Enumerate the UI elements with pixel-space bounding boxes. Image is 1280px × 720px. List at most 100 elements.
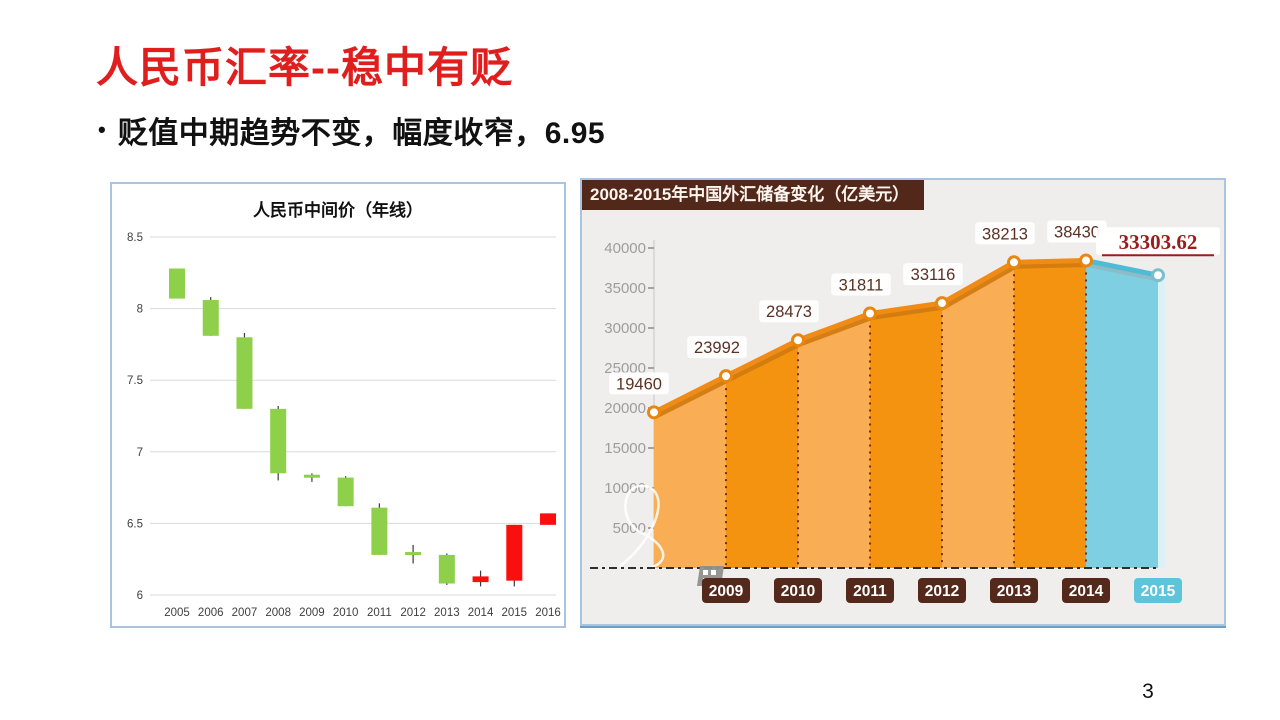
svg-text:2009: 2009	[709, 583, 744, 600]
svg-text:33303.62: 33303.62	[1119, 230, 1198, 254]
value-label-2009: 23992	[687, 336, 747, 359]
x-tick-label: 2014	[468, 607, 494, 619]
area-band-2010-2011	[798, 313, 870, 568]
x-tick-label: 2013	[434, 607, 460, 619]
data-point-2011	[863, 306, 877, 321]
candle-2008: 2008	[265, 405, 291, 619]
trend-line	[1083, 258, 1161, 278]
svg-text:2012: 2012	[925, 583, 959, 600]
data-point-2010	[791, 333, 805, 348]
svg-text:2013: 2013	[997, 583, 1032, 600]
x-label-2013: 2013	[990, 578, 1038, 603]
data-point-2009	[719, 369, 733, 384]
svg-text:33116: 33116	[911, 266, 956, 284]
value-label-2010: 28473	[759, 300, 819, 323]
bullet-text: 贬值中期趋势不变，幅度收窄，6.95	[117, 117, 606, 150]
x-tick-label: 2006	[198, 607, 224, 619]
x-label-2011: 2011	[846, 578, 894, 603]
area-band-2012-2013	[942, 262, 1014, 568]
data-point-2015	[1151, 268, 1165, 283]
x-tick-label: 2008	[265, 607, 291, 619]
y-tick-label: 7	[137, 447, 143, 459]
y-tick-label: 30000	[604, 320, 646, 337]
area-band-2008-2009	[654, 376, 726, 568]
x-tick-label: 2012	[400, 607, 426, 619]
svg-text:19460: 19460	[616, 375, 662, 393]
candle-body	[303, 474, 320, 478]
svg-text:2015: 2015	[1141, 583, 1176, 600]
data-point-2013	[1007, 255, 1021, 270]
svg-text:2011: 2011	[853, 583, 887, 600]
value-label-2012: 33116	[903, 263, 963, 286]
area-chart-panel: 2008-2015年中国外汇储备变化（亿美元） 40000 35000 30000 2…	[580, 178, 1226, 626]
candle-2009: 2009	[299, 473, 325, 619]
y-tick-label: 8.5	[127, 232, 143, 244]
y-tick-label: 6.5	[127, 518, 143, 530]
x-tick-label: 2016	[535, 607, 561, 619]
svg-text:2014: 2014	[1069, 583, 1104, 600]
candle-body	[169, 268, 185, 299]
candle-2006: 2006	[198, 297, 224, 619]
page-title: 人民币汇率--稳中有贬	[96, 44, 513, 91]
candle-body	[202, 300, 219, 336]
value-label-2013: 38213	[975, 222, 1035, 245]
y-tick-label: 40000	[604, 240, 646, 257]
value-label-2014: 38430	[1047, 220, 1107, 243]
candle-body	[337, 477, 354, 507]
candle-body	[236, 337, 253, 409]
candlestick-chart-panel: 人民币中间价（年线） 8.5 8 7.5 7 6.5 6 2005 2006 2007 2008 2…	[110, 182, 566, 628]
candle-2010: 2010	[333, 476, 359, 619]
bullet-item: • 贬值中期趋势不变，幅度收窄，6.95	[98, 108, 605, 152]
area-band-2009-2010	[726, 340, 798, 568]
y-tick-label: 20000	[604, 400, 646, 417]
x-tick-label: 2010	[333, 607, 359, 619]
x-label-2014: 2014	[1062, 578, 1110, 603]
area-chart: 4000035000300002500020000150001000050001…	[590, 220, 1220, 603]
candle-body	[371, 507, 388, 555]
candle-body	[540, 513, 557, 525]
svg-text:31811: 31811	[839, 277, 884, 295]
svg-text:28473: 28473	[766, 303, 812, 321]
candle-2007: 2007	[232, 332, 258, 619]
y-tick-label: 6	[137, 590, 143, 602]
y-tick-label: 10000	[604, 480, 646, 497]
x-tick-label: 2011	[367, 607, 392, 619]
x-tick-label: 2005	[164, 607, 190, 619]
area-band-2011-2012	[870, 303, 942, 568]
candle-body	[472, 576, 489, 583]
candle-2014: 2014	[468, 570, 494, 619]
candlestick-chart-title: 人民币中间价（年线）	[253, 201, 423, 220]
data-point-2014	[1079, 253, 1093, 268]
candle-body	[438, 554, 455, 584]
candle-2016: 2016	[535, 513, 561, 619]
candle-2005: 2005	[164, 268, 190, 619]
y-tick-label: 15000	[604, 440, 646, 457]
area-band-2014-2015	[1086, 260, 1158, 568]
y-tick-label: 8	[137, 304, 143, 316]
value-label-2008: 19460	[609, 372, 669, 395]
x-tick-label: 2007	[232, 607, 258, 619]
page-number: 3	[1142, 680, 1154, 703]
value-label-2011: 31811	[831, 273, 891, 296]
x-label-2015: 2015	[1134, 578, 1182, 603]
area-chart-title: 2008-2015年中国外汇储备变化（亿美元）	[582, 180, 924, 210]
x-label-2010: 2010	[774, 578, 822, 603]
candlestick-chart: 8.5 8 7.5 7 6.5 6 2005 2006 2007 2008 2009 2010 2011…	[127, 232, 561, 619]
y-tick-label: 7.5	[127, 375, 143, 387]
value-label-final: 33303.62	[1096, 227, 1220, 257]
data-point-2008	[647, 405, 661, 420]
svg-text:2010: 2010	[781, 583, 815, 600]
final-band-edge	[1158, 275, 1165, 568]
candle-body	[506, 524, 523, 581]
trend-line-shadow	[1084, 261, 1163, 282]
x-tick-label: 2015	[502, 607, 528, 619]
candle-2012: 2012	[400, 544, 426, 619]
x-label-2012: 2012	[918, 578, 966, 603]
candle-2013: 2013	[434, 553, 460, 619]
svg-text:38213: 38213	[982, 225, 1028, 243]
svg-text:23992: 23992	[694, 339, 740, 357]
candle-body	[270, 408, 287, 474]
candle-2015: 2015	[502, 524, 528, 619]
y-tick-label: 35000	[604, 280, 646, 297]
